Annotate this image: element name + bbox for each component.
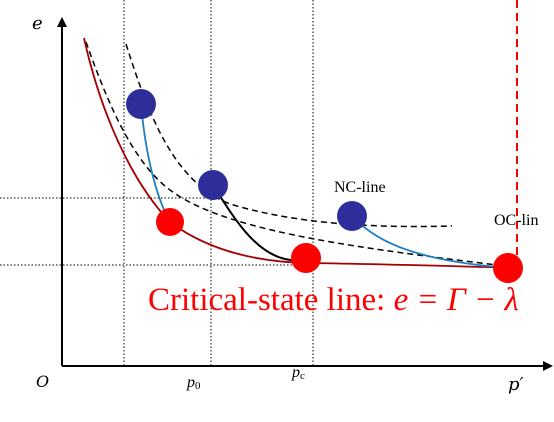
red-point-2 [291, 243, 321, 273]
blue-point-1 [126, 89, 156, 119]
tick-pc: pc [291, 364, 305, 382]
blue-point-3 [337, 201, 367, 231]
nc-line-label: NC-line [334, 179, 386, 196]
x-axis-label: p′ [508, 374, 524, 395]
y-axis-label: e [32, 13, 43, 34]
critical-state-curve [83, 37, 521, 269]
blue-path-2 [351, 215, 509, 269]
critical-state-label: Critical-state line: e = Γ − λ [148, 282, 519, 318]
black-path [212, 184, 309, 262]
oc-line-label: OC-lin [494, 212, 538, 229]
tick-p0: p0 [186, 374, 201, 392]
oc-line-curve [85, 41, 521, 269]
origin-label: O [36, 372, 49, 391]
nc-line-curve [125, 43, 453, 228]
critical-state-equation: e = Γ − λ [394, 282, 519, 318]
tick-pc-subscript: c [300, 370, 305, 382]
blue-point-2 [198, 170, 228, 200]
red-point-1 [156, 208, 184, 236]
red-point-3 [493, 253, 523, 283]
tick-p0-subscript: 0 [195, 380, 201, 392]
